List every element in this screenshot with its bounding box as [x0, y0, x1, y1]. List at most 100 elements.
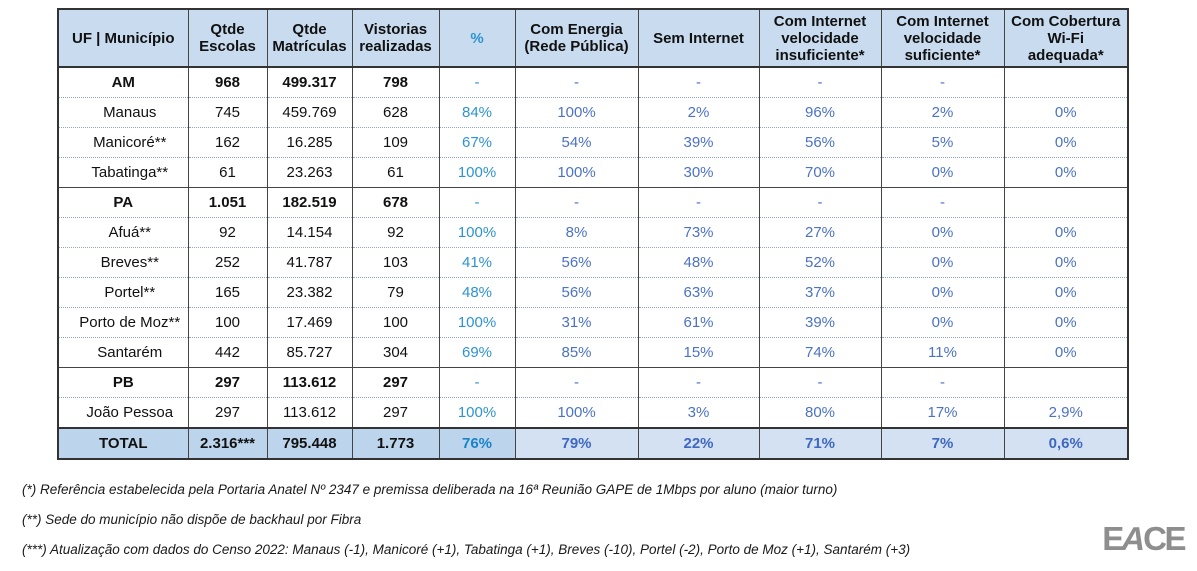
- cell-pct: 100%: [438, 307, 516, 338]
- cell-label: PA: [57, 187, 189, 218]
- col-header-uf-municipio: UF | Município: [57, 9, 189, 68]
- cell-label: Breves**: [57, 247, 189, 278]
- cell-sem-internet: 30%: [637, 157, 760, 188]
- cell-sem-internet: 22%: [637, 427, 760, 459]
- cell-vistorias: 628: [351, 97, 440, 128]
- school-connectivity-table: UF | Município Qtde Escolas Qtde Matrícu…: [57, 8, 1129, 460]
- cell-escolas: 968: [187, 66, 268, 98]
- cell-sem-internet: -: [637, 367, 760, 398]
- col-header-vistorias-realizadas: Vistorias realizadas: [351, 9, 440, 68]
- cell-insuficiente: 37%: [758, 277, 882, 308]
- cell-vistorias: 100: [351, 307, 440, 338]
- footnotes: (*) Referência estabelecida pela Portari…: [22, 481, 1022, 571]
- cell-label: Manaus: [57, 97, 189, 128]
- cell-matriculas: 459.769: [266, 97, 353, 128]
- cell-pct: 76%: [438, 427, 516, 459]
- cell-insuficiente: 52%: [758, 247, 882, 278]
- cell-sem-internet: 2%: [637, 97, 760, 128]
- cell-wifi: 0%: [1003, 247, 1129, 278]
- cell-wifi: 2,9%: [1003, 397, 1129, 428]
- cell-insuficiente: -: [758, 367, 882, 398]
- cell-energia: 79%: [514, 427, 639, 459]
- cell-vistorias: 304: [351, 337, 440, 368]
- cell-sem-internet: -: [637, 66, 760, 98]
- cell-pct: 100%: [438, 397, 516, 428]
- footnote-triple-asterisk: (***) Atualização com dados do Censo 202…: [22, 542, 911, 557]
- cell-wifi: [1003, 187, 1129, 218]
- cell-insuficiente: -: [758, 187, 882, 218]
- cell-label: PB: [57, 367, 189, 398]
- cell-vistorias: 61: [351, 157, 440, 188]
- cell-wifi: 0%: [1003, 217, 1129, 248]
- cell-suficiente: -: [880, 367, 1005, 398]
- cell-energia: -: [514, 66, 639, 98]
- cell-insuficiente: 56%: [758, 127, 882, 158]
- cell-insuficiente: 39%: [758, 307, 882, 338]
- table-row: Manaus 745 459.769 628 84% 100% 2% 96% 2% 0%: [57, 97, 1129, 128]
- cell-pct: 41%: [438, 247, 516, 278]
- cell-escolas: 92: [187, 217, 268, 248]
- cell-pct: 100%: [438, 217, 516, 248]
- cell-matriculas: 85.727: [266, 337, 353, 368]
- cell-escolas: 297: [187, 397, 268, 428]
- table-row: João Pessoa 297 113.612 297 100% 100% 3% 80% 17%…: [57, 397, 1129, 428]
- col-header-qtde-escolas: Qtde Escolas: [187, 9, 268, 68]
- cell-vistorias: 109: [351, 127, 440, 158]
- cell-pct: 69%: [438, 337, 516, 368]
- cell-matriculas: 499.317: [266, 66, 353, 98]
- cell-escolas: 252: [187, 247, 268, 278]
- cell-label: AM: [57, 66, 189, 98]
- logo-letter: E: [1102, 520, 1124, 557]
- col-header-sem-internet: Sem Internet: [637, 9, 760, 68]
- cell-label: Portel**: [57, 277, 189, 308]
- cell-sem-internet: 63%: [637, 277, 760, 308]
- cell-label: Santarém: [57, 337, 189, 368]
- table-row: Santarém 442 85.727 304 69% 85% 15% 74% 11% 0%: [57, 337, 1129, 368]
- table-row: Manicoré** 162 16.285 109 67% 54% 39% 56% 5% 0%: [57, 127, 1129, 158]
- cell-insuficiente: 70%: [758, 157, 882, 188]
- col-header-com-energia: Com Energia (Rede Pública): [514, 9, 639, 68]
- cell-wifi: [1003, 66, 1129, 98]
- table-row: TOTAL 2.316*** 795.448 1.773 76% 79% 22% 71% 7% 0…: [57, 427, 1129, 459]
- cell-energia: 100%: [514, 97, 639, 128]
- cell-label: Afuá**: [57, 217, 189, 248]
- cell-escolas: 165: [187, 277, 268, 308]
- cell-matriculas: 182.519: [266, 187, 353, 218]
- table-body: AM 968 499.317 798- - - - - Manaus 745 459.769 628 8…: [57, 66, 1129, 459]
- cell-pct: 84%: [438, 97, 516, 128]
- header-row: UF | Município Qtde Escolas Qtde Matrícu…: [57, 9, 1129, 68]
- cell-vistorias: 1.773: [351, 427, 440, 459]
- cell-suficiente: 11%: [880, 337, 1005, 368]
- footnote-single-asterisk: (*) Referência estabelecida pela Portari…: [22, 482, 838, 497]
- cell-wifi: 0%: [1003, 127, 1129, 158]
- cell-vistorias: 103: [351, 247, 440, 278]
- cell-matriculas: 41.787: [266, 247, 353, 278]
- cell-wifi: 0%: [1003, 157, 1129, 188]
- cell-sem-internet: 3%: [637, 397, 760, 428]
- cell-escolas: 297: [187, 367, 268, 398]
- cell-suficiente: -: [880, 187, 1005, 218]
- cell-suficiente: 0%: [880, 307, 1005, 338]
- cell-suficiente: 2%: [880, 97, 1005, 128]
- cell-vistorias: 79: [351, 277, 440, 308]
- col-header-percent: %: [438, 9, 516, 68]
- cell-vistorias: 798: [351, 66, 440, 98]
- cell-label: Tabatinga**: [57, 157, 189, 188]
- cell-pct: -: [438, 367, 516, 398]
- cell-insuficiente: 74%: [758, 337, 882, 368]
- logo-letter: E: [1164, 520, 1186, 557]
- cell-label: TOTAL: [57, 427, 189, 459]
- cell-label: João Pessoa: [57, 397, 189, 428]
- cell-suficiente: 0%: [880, 277, 1005, 308]
- cell-wifi: 0%: [1003, 337, 1129, 368]
- cell-energia: 31%: [514, 307, 639, 338]
- cell-suficiente: 0%: [880, 157, 1005, 188]
- cell-wifi: 0%: [1003, 97, 1129, 128]
- cell-escolas: 1.051: [187, 187, 268, 218]
- cell-matriculas: 23.382: [266, 277, 353, 308]
- cell-suficiente: 0%: [880, 247, 1005, 278]
- cell-energia: 85%: [514, 337, 639, 368]
- cell-sem-internet: 15%: [637, 337, 760, 368]
- cell-energia: 56%: [514, 277, 639, 308]
